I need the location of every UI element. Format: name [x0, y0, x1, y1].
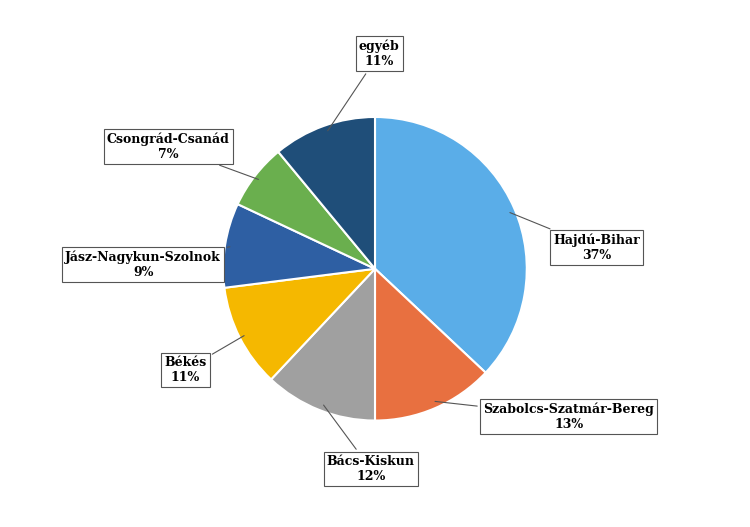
Wedge shape — [238, 152, 375, 269]
Text: Szabolcs-Szatmár-Bereg
13%: Szabolcs-Szatmár-Bereg 13% — [435, 402, 654, 431]
Wedge shape — [375, 117, 526, 373]
Text: Békés
11%: Békés 11% — [164, 336, 244, 384]
Wedge shape — [278, 117, 375, 269]
Wedge shape — [224, 269, 375, 379]
Wedge shape — [224, 204, 375, 288]
Wedge shape — [375, 269, 486, 421]
Text: Bács-Kiskun
12%: Bács-Kiskun 12% — [323, 405, 415, 483]
Text: Jász-Nagykun-Szolnok
9%: Jász-Nagykun-Szolnok 9% — [65, 247, 230, 279]
Wedge shape — [271, 269, 375, 421]
Text: egyéb
11%: egyéb 11% — [328, 40, 400, 131]
Text: Hajdú-Bihar
37%: Hajdú-Bihar 37% — [510, 212, 640, 262]
Text: Csongrád-Csanád
7%: Csongrád-Csanád 7% — [107, 132, 259, 179]
